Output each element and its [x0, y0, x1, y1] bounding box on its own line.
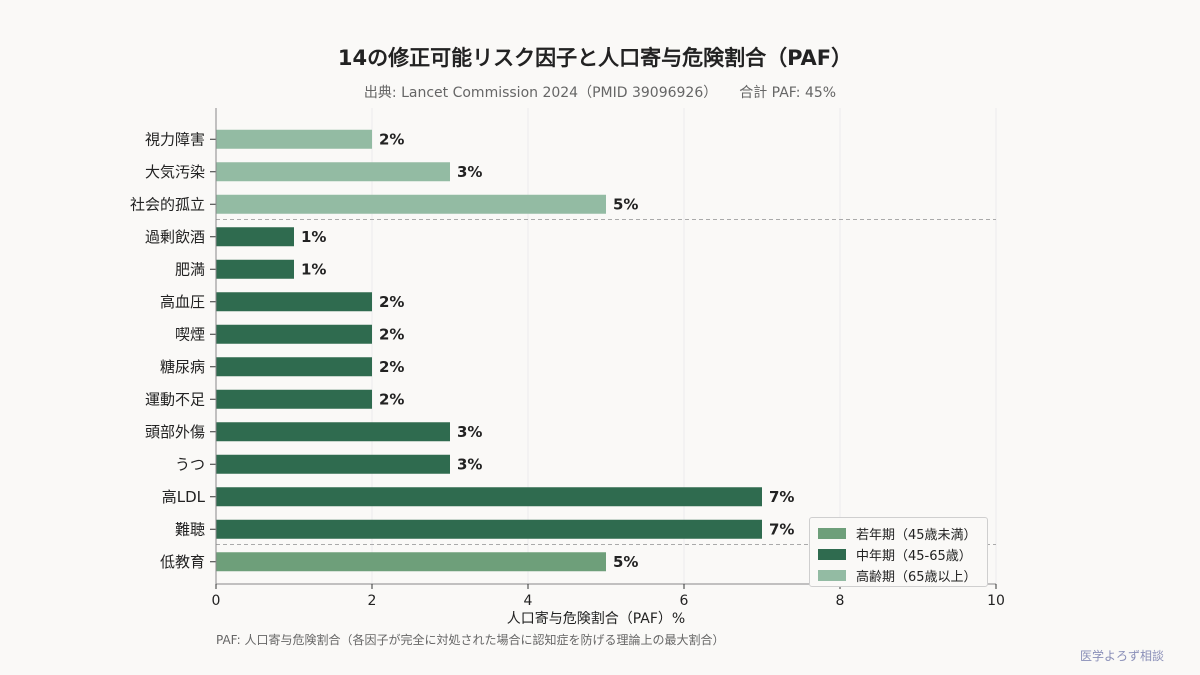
- category-label-6: 喫煙: [175, 325, 205, 343]
- value-label-9: 3%: [457, 423, 482, 441]
- value-label-11: 7%: [769, 488, 794, 506]
- legend-item-old: 高齢期（65歳以上）: [818, 565, 987, 586]
- bar-0: [216, 129, 372, 149]
- value-label-3: 1%: [301, 228, 326, 246]
- footnote: PAF: 人口寄与危険割合（各因子が完全に対処された場合に認知症を防げる理論上の…: [216, 633, 725, 647]
- value-label-13: 5%: [613, 553, 638, 571]
- chart-title: 14の修正可能リスク因子と人口寄与危険割合（PAF）: [337, 46, 853, 70]
- value-label-10: 3%: [457, 455, 482, 473]
- value-label-2: 5%: [613, 195, 638, 213]
- category-label-4: 肥満: [175, 260, 205, 278]
- bar-5: [216, 292, 372, 312]
- bar-7: [216, 357, 372, 377]
- brand-label: 医学よろず相談: [1079, 649, 1164, 663]
- bar-3: [216, 227, 294, 247]
- total-paf: 合計 PAF: 45%: [739, 85, 837, 101]
- category-label-8: 運動不足: [145, 390, 205, 408]
- bar-6: [216, 324, 372, 344]
- source-citation: 出典: Lancet Commission 2024（PMID 39096926…: [363, 85, 718, 101]
- legend-label-middle: 中年期（45-65歳）: [856, 549, 972, 564]
- legend-swatch-old: [818, 570, 846, 581]
- x-tick-label-3: 6: [680, 593, 689, 609]
- category-label-12: 難聴: [175, 520, 205, 538]
- category-label-1: 大気汚染: [145, 163, 205, 181]
- legend-item-young: 若年期（45歳未満）: [818, 523, 987, 544]
- bar-1: [216, 162, 450, 182]
- value-label-0: 2%: [379, 130, 404, 148]
- category-label-10: うつ: [175, 455, 205, 473]
- category-label-2: 社会的孤立: [130, 195, 205, 213]
- x-tick-label-1: 2: [368, 593, 377, 609]
- category-label-3: 過剰飲酒: [145, 228, 205, 246]
- value-label-12: 7%: [769, 520, 794, 538]
- value-label-4: 1%: [301, 260, 326, 278]
- legend-item-middle: 中年期（45-65歳）: [818, 544, 987, 565]
- legend-swatch-young: [818, 528, 846, 539]
- bar-2: [216, 194, 606, 214]
- bar-11: [216, 487, 762, 507]
- x-tick-label-0: 0: [212, 593, 221, 609]
- legend-label-old: 高齢期（65歳以上）: [856, 570, 977, 585]
- category-label-5: 高血圧: [160, 293, 205, 311]
- x-tick-label-5: 10: [987, 593, 1005, 609]
- legend-label-young: 若年期（45歳未満）: [856, 528, 977, 543]
- bar-10: [216, 454, 450, 474]
- bar-9: [216, 422, 450, 442]
- value-label-7: 2%: [379, 358, 404, 376]
- bar-4: [216, 259, 294, 279]
- category-label-0: 視力障害: [145, 130, 205, 148]
- category-label-13: 低教育: [160, 553, 205, 571]
- bar-13: [216, 552, 606, 572]
- chart-subtitle: 出典: Lancet Commission 2024（PMID 39096926…: [0, 82, 1200, 102]
- bar-12: [216, 519, 762, 539]
- legend: 若年期（45歳未満） 中年期（45-65歳） 高齢期（65歳以上）: [809, 517, 988, 587]
- x-tick-label-2: 4: [524, 593, 533, 609]
- value-label-1: 3%: [457, 163, 482, 181]
- x-axis-title: 人口寄与危険割合（PAF）%: [507, 610, 685, 627]
- legend-swatch-middle: [818, 549, 846, 560]
- x-tick-label-4: 8: [836, 593, 845, 609]
- category-label-11: 高LDL: [162, 488, 206, 506]
- category-label-9: 頭部外傷: [145, 423, 205, 441]
- value-label-6: 2%: [379, 325, 404, 343]
- value-label-8: 2%: [379, 390, 404, 408]
- category-label-7: 糖尿病: [160, 358, 205, 376]
- bar-8: [216, 389, 372, 409]
- value-label-5: 2%: [379, 293, 404, 311]
